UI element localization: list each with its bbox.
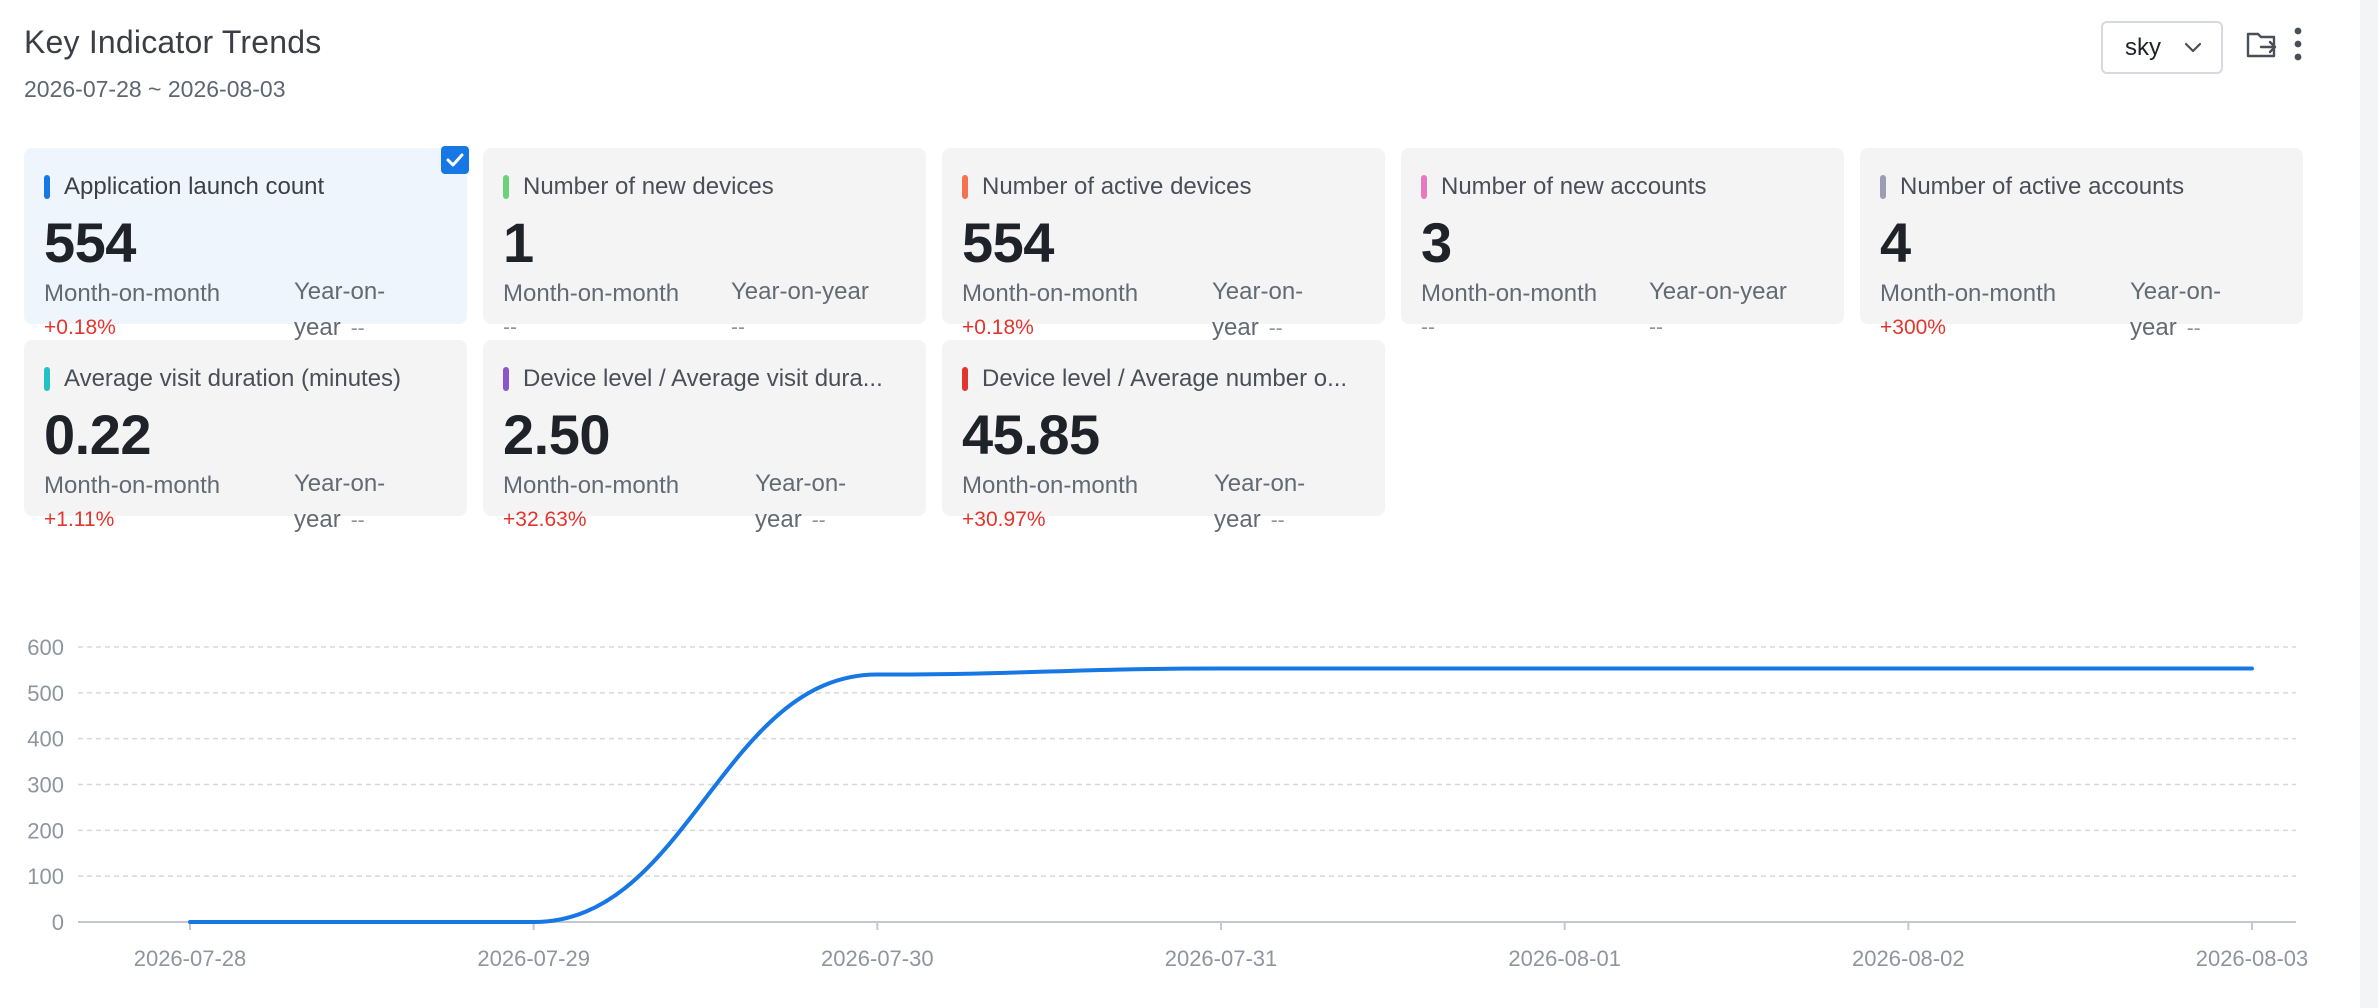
date-range: 2026-07-28 ~ 2026-08-03 xyxy=(24,76,286,102)
month-on-month-value: +0.18% xyxy=(962,316,1034,339)
metric-label: Application launch count xyxy=(64,173,325,200)
metric-label: Device level / Average visit dura... xyxy=(523,365,883,392)
year-on-year-value: -- xyxy=(731,316,745,339)
year-on-year-text: Year-on-year xyxy=(2130,278,2222,341)
y-tick-label: 500 xyxy=(27,681,64,706)
metric-value: 3 xyxy=(1421,211,1452,274)
x-tick-label: 2026-08-03 xyxy=(2196,946,2309,971)
metric-value: 45.85 xyxy=(962,403,1100,466)
year-on-year-label: Year-on-year xyxy=(1649,278,1787,305)
scrollbar[interactable] xyxy=(2360,0,2378,1008)
month-on-month-label: Month-on-month xyxy=(962,472,1139,499)
app-select-dropdown[interactable]: sky xyxy=(2101,21,2223,74)
month-on-month-label: Month-on-month xyxy=(503,280,680,307)
metric-card[interactable]: Number of active devices 554 Month-on-mont… xyxy=(942,148,1385,341)
y-tick-label: 600 xyxy=(27,635,64,660)
metric-color-marker xyxy=(1880,175,1886,199)
year-on-year-label: Year-on-year -- xyxy=(1214,466,1334,539)
year-on-year-text: Year-on-year xyxy=(294,278,386,341)
year-on-year-text: Year-on-year xyxy=(294,470,386,533)
metric-card[interactable]: Number of new accounts 3 Month-on-month -- Y… xyxy=(1401,148,1844,339)
month-on-month-label: Month-on-month xyxy=(962,280,1139,307)
y-tick-label: 300 xyxy=(27,773,64,798)
y-tick-label: 400 xyxy=(27,727,64,752)
metric-value: 554 xyxy=(962,211,1054,274)
metric-card[interactable]: Average visit duration (minutes) 0.22 Mont… xyxy=(24,340,467,533)
x-tick-label: 2026-08-02 xyxy=(1852,946,1965,971)
year-on-year-label: Year-on-year -- xyxy=(2130,274,2250,347)
x-tick-label: 2026-07-28 xyxy=(134,946,247,971)
selected-checkbox-icon[interactable] xyxy=(441,146,469,174)
month-on-month-label: Month-on-month xyxy=(1421,280,1598,307)
y-tick-label: 200 xyxy=(27,818,64,843)
metric-label: Device level / Average number o... xyxy=(982,365,1348,392)
metric-card[interactable]: Number of new devices 1 Month-on-month -- Ye… xyxy=(483,148,926,339)
y-tick-label: 0 xyxy=(52,910,64,935)
year-on-year-text: Year-on-year xyxy=(1212,278,1304,341)
metric-card[interactable]: Number of active accounts 4 Month-on-month… xyxy=(1860,148,2303,341)
month-on-month-value: +1.11% xyxy=(44,508,115,531)
month-on-month-label: Month-on-month xyxy=(44,472,221,499)
chevron-down-icon xyxy=(2184,42,2202,53)
metric-card[interactable]: Device level / Average visit dura... 2.50… xyxy=(483,340,926,533)
x-tick-label: 2026-07-31 xyxy=(1165,946,1278,971)
metric-value: 2.50 xyxy=(503,403,611,466)
metric-color-marker xyxy=(1421,175,1427,199)
metric-value: 4 xyxy=(1880,211,1911,274)
export-folder-icon[interactable] xyxy=(2244,26,2280,62)
metric-label: Number of new accounts xyxy=(1441,173,1707,200)
month-on-month-label: Month-on-month xyxy=(44,280,221,307)
year-on-year-value: -- xyxy=(350,509,365,532)
month-on-month-value: -- xyxy=(503,316,517,339)
x-tick-label: 2026-07-29 xyxy=(477,946,590,971)
month-on-month-label: Month-on-month xyxy=(503,472,680,499)
x-tick-label: 2026-08-01 xyxy=(1508,946,1621,971)
metric-color-marker xyxy=(962,367,968,391)
month-on-month-value: +0.18% xyxy=(44,316,116,339)
year-on-year-label: Year-on-year xyxy=(731,278,869,305)
more-vertical-icon[interactable] xyxy=(2288,24,2308,64)
series-line xyxy=(188,666,2254,924)
metric-value: 0.22 xyxy=(44,403,152,466)
metric-label: Number of active devices xyxy=(982,173,1252,200)
year-on-year-value: -- xyxy=(1270,509,1285,532)
year-on-year-value: -- xyxy=(1649,316,1663,339)
metric-color-marker xyxy=(503,175,509,199)
x-tick-label: 2026-07-30 xyxy=(821,946,934,971)
year-on-year-label: Year-on-year -- xyxy=(294,274,414,347)
metric-label: Number of active accounts xyxy=(1900,173,2185,200)
metric-label: Average visit duration (minutes) xyxy=(64,365,402,392)
metric-color-marker xyxy=(503,367,509,391)
month-on-month-value: +32.63% xyxy=(503,508,587,531)
metric-value: 1 xyxy=(503,211,534,274)
year-on-year-text: Year-on-year xyxy=(1214,470,1306,533)
metric-card[interactable]: Device level / Average number o... 45.85 M… xyxy=(942,340,1385,533)
year-on-year-value: -- xyxy=(1268,317,1283,340)
metric-color-marker xyxy=(962,175,968,199)
trend-line-chart: 0 100 200 300 400 500 600 2026-07-28 2026-07-29 2… xyxy=(27,635,2309,971)
metric-color-marker xyxy=(44,175,50,199)
year-on-year-value: -- xyxy=(2186,317,2201,340)
month-on-month-value: -- xyxy=(1421,316,1435,339)
metric-value: 554 xyxy=(44,211,136,274)
year-on-year-label: Year-on-year -- xyxy=(294,466,414,539)
month-on-month-value: +30.97% xyxy=(962,508,1046,531)
app-select-value: sky xyxy=(2125,33,2161,61)
metric-card[interactable]: Application launch count 554 Month-on-mont… xyxy=(24,146,469,341)
year-on-year-text: Year-on-year xyxy=(755,470,847,533)
year-on-year-value: -- xyxy=(811,509,826,532)
metric-color-marker xyxy=(44,367,50,391)
month-on-month-value: +300% xyxy=(1880,316,1946,339)
year-on-year-value: -- xyxy=(350,317,365,340)
month-on-month-label: Month-on-month xyxy=(1880,280,2057,307)
year-on-year-label: Year-on-year -- xyxy=(755,466,875,539)
metric-label: Number of new devices xyxy=(523,173,774,200)
year-on-year-label: Year-on-year -- xyxy=(1212,274,1332,347)
y-tick-label: 100 xyxy=(27,864,64,889)
page-title: Key Indicator Trends xyxy=(24,24,322,60)
